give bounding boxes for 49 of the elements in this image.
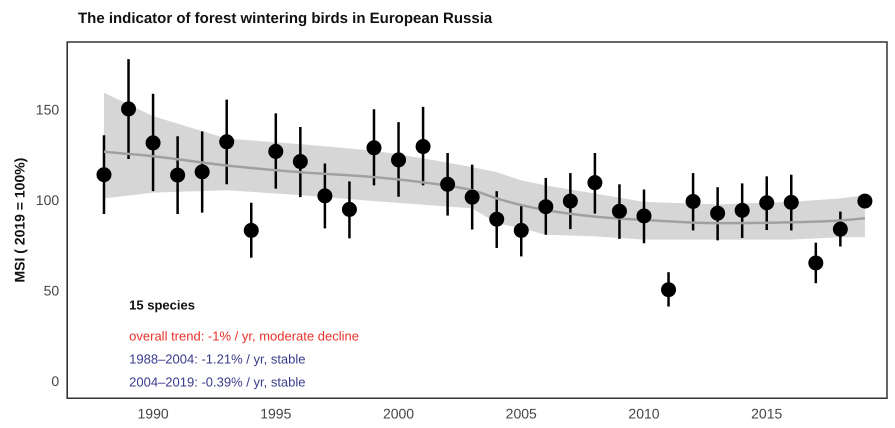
point [489, 212, 504, 227]
point [710, 206, 726, 221]
point [170, 168, 186, 183]
point [514, 222, 529, 238]
y-tick-label: 50 [44, 282, 60, 298]
point [759, 195, 774, 210]
point [538, 199, 554, 214]
point [146, 135, 161, 150]
y-axis-title: MSI ( 2019 = 100%) [11, 158, 28, 283]
y-tick-label: 0 [51, 372, 60, 389]
point [661, 282, 676, 298]
point [268, 144, 284, 159]
x-tick-label: 2015 [751, 405, 783, 422]
annotation: 1988–2004: -1.21% / yr, stable [129, 352, 306, 367]
y-tick-label: 150 [36, 102, 60, 118]
x-tick-label: 1990 [137, 405, 169, 422]
point [784, 194, 799, 210]
y-tick-label: 100 [36, 192, 60, 208]
annotation: 15 species [129, 298, 195, 313]
point [808, 255, 824, 270]
annotation: overall trend: -1% / yr, moderate decline [129, 328, 359, 344]
x-tick-label: 1995 [260, 405, 292, 422]
point [342, 202, 357, 217]
x-tick-label: 2010 [628, 405, 660, 422]
point [366, 140, 382, 156]
chart-title: The indicator of forest wintering birds in European Russia [78, 10, 492, 27]
point [612, 204, 627, 219]
point [317, 188, 332, 204]
point [391, 152, 406, 168]
point [440, 176, 456, 192]
point [464, 190, 480, 205]
point [219, 134, 234, 150]
line-series [102, 150, 866, 224]
point [121, 101, 136, 116]
point [636, 208, 652, 224]
point [734, 202, 750, 218]
point [857, 194, 872, 209]
point [244, 222, 259, 238]
x-tick-label: 2000 [382, 405, 414, 422]
point [194, 164, 210, 180]
point [562, 194, 578, 209]
annotation: 2004–2019: -0.39% / yr, stable [129, 374, 306, 390]
point [416, 139, 431, 154]
point [587, 175, 602, 190]
point [686, 194, 701, 209]
point [292, 154, 308, 170]
point [96, 167, 112, 182]
point [832, 222, 848, 237]
x-tick-label: 2005 [506, 405, 538, 422]
